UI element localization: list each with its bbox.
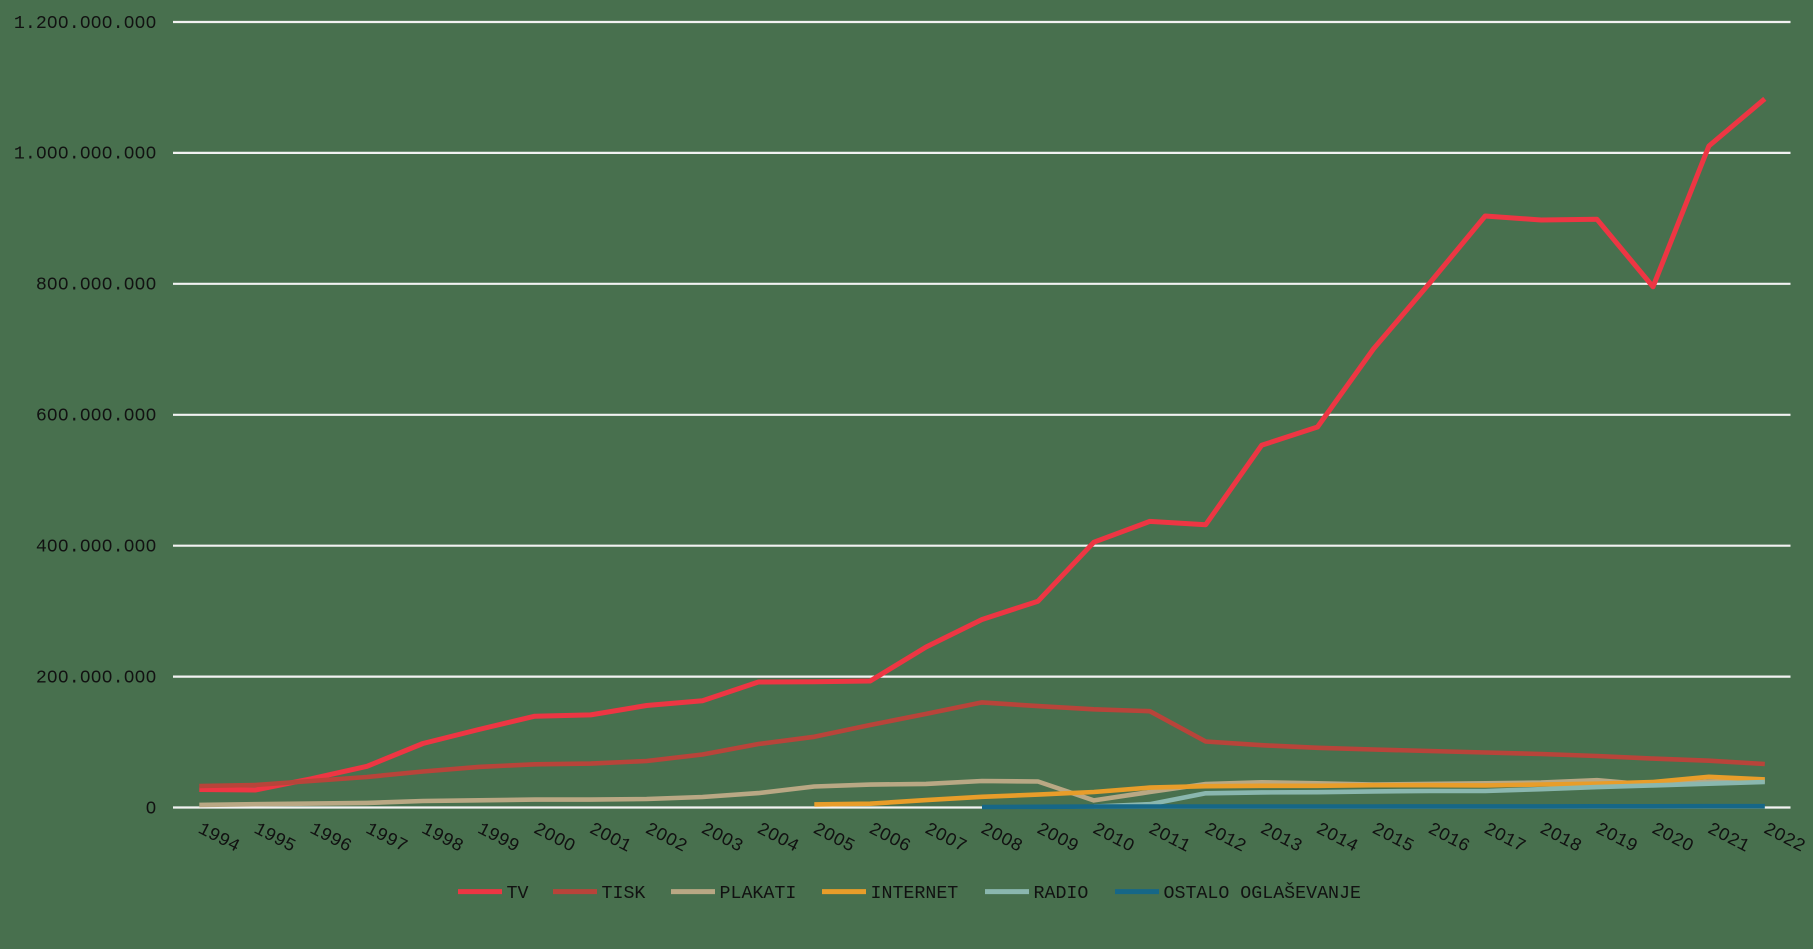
svg-text:INTERNET: INTERNET: [871, 884, 959, 904]
svg-text:TV: TV: [507, 884, 529, 904]
svg-text:PLAKATI: PLAKATI: [720, 884, 797, 904]
svg-text:TISK: TISK: [602, 884, 646, 904]
svg-text:OSTALO OGLAŠEVANJE: OSTALO OGLAŠEVANJE: [1164, 882, 1361, 904]
svg-text:RADIO: RADIO: [1034, 884, 1089, 904]
